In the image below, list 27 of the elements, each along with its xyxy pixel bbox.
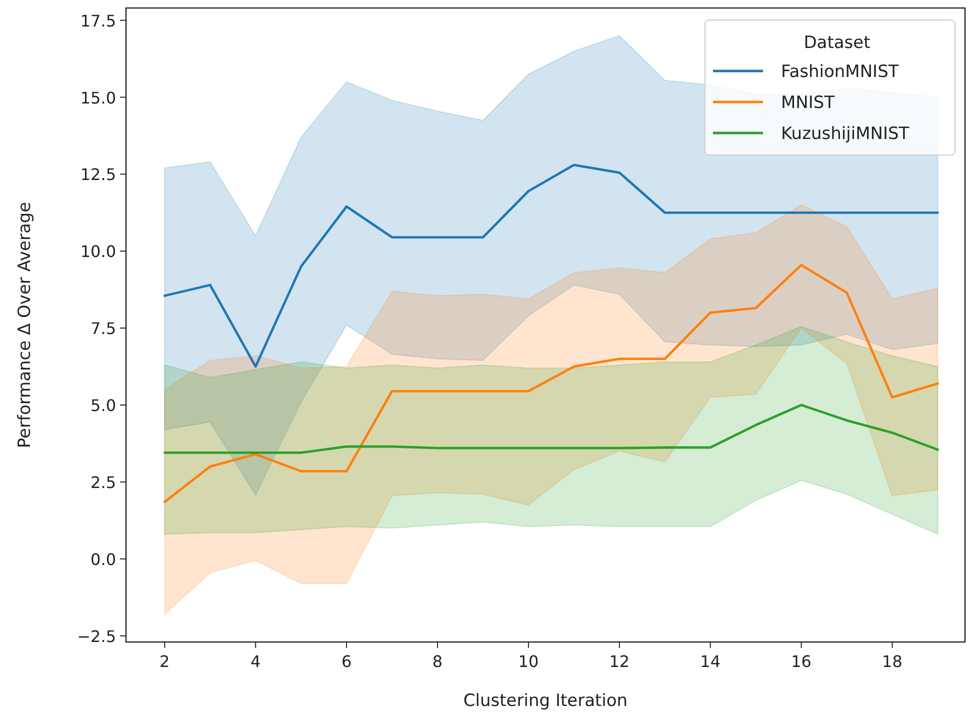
x-tick-label: 6 [341, 652, 352, 671]
y-tick-label: −2.5 [77, 626, 116, 646]
line-series [163, 404, 939, 454]
x-tick-label: 8 [432, 652, 443, 671]
x-tick-label: 12 [609, 652, 630, 671]
x-tick-label: 14 [700, 652, 721, 671]
legend-title: Dataset [804, 33, 871, 53]
x-tick-label: 16 [791, 652, 812, 671]
line-series [163, 164, 939, 368]
legend-label: KuzushijiMNIST [781, 124, 910, 144]
x-tick-label: 4 [250, 652, 261, 671]
y-tick-label: 15.0 [80, 88, 116, 108]
legend-label: MNIST [781, 93, 836, 113]
line-series [163, 264, 939, 504]
legend-label: FashionMNIST [781, 62, 900, 82]
y-axis-title: Performance Δ Over Average [15, 202, 35, 448]
x-tick-label: 18 [882, 652, 902, 671]
y-tick-label: 2.5 [90, 472, 116, 492]
y-tick-label: 0.0 [90, 550, 116, 569]
y-tick-label: 7.5 [90, 319, 116, 338]
y-tick-label: 17.5 [80, 11, 116, 30]
y-tick-label: 12.5 [80, 165, 116, 184]
x-axis-title: Clustering Iteration [463, 691, 628, 711]
y-tick-label: 10.0 [80, 242, 116, 262]
x-tick-label: 10 [518, 652, 539, 671]
x-tick-label: 2 [160, 652, 170, 671]
y-tick-label: 5.0 [90, 396, 116, 416]
